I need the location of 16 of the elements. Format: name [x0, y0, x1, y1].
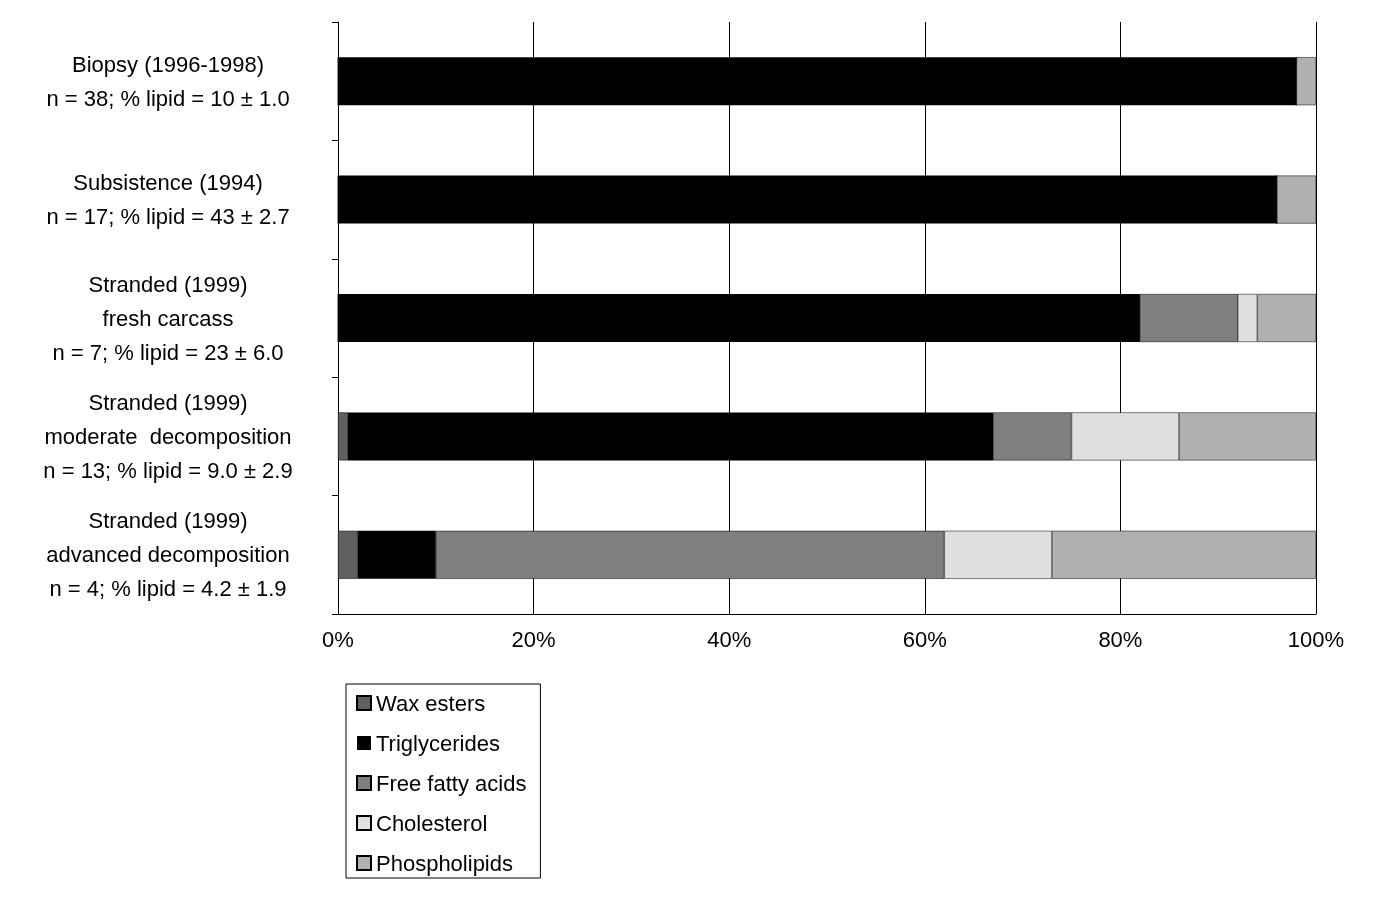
x-tick-label: 20% — [511, 626, 556, 652]
y-tick-label: Subsistence (1994) n = 17; % lipid = 43 ± 2.7 — [46, 170, 290, 230]
legend-label: Free fatty acids — [376, 770, 527, 796]
x-tick-label: 40% — [707, 626, 752, 652]
legend-label: Triglycerides — [376, 730, 500, 756]
legend-label: Phospholipids — [376, 850, 513, 876]
y-tick-label: Stranded (1999) advanced decomposition n = 4; % lipid = 4.2 ± 1.9 — [46, 508, 290, 602]
legend-label: Wax esters — [376, 690, 486, 716]
legend-label: Cholesterol — [376, 810, 488, 836]
y-tick-label: Biopsy (1996-1998) n = 38; % lipid = 10 ± 1.0 — [46, 51, 290, 111]
x-tick-label: 0% — [322, 626, 354, 652]
x-tick-label: 100% — [1287, 626, 1345, 652]
y-tick-label: Stranded (1999) fresh carcass n = 7; % lipid = 23 ± 6.0 — [52, 271, 284, 365]
x-tick-label: 60% — [902, 626, 947, 652]
x-tick-label: 80% — [1098, 626, 1143, 652]
y-tick-label: Stranded (1999) moderate decomposition n = 13; % lipid = 9.0 ± 2.9 — [43, 389, 293, 483]
